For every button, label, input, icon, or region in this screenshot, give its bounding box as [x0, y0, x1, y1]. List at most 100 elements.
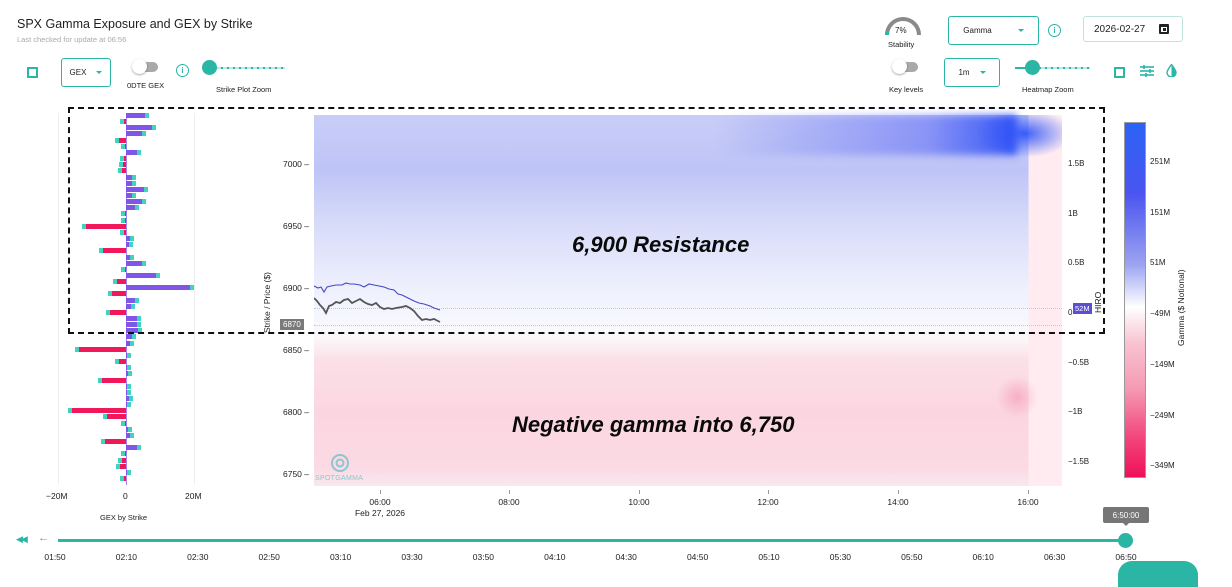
- gex-bar[interactable]: [124, 143, 126, 149]
- gex-bar[interactable]: [126, 322, 138, 328]
- gex-bar[interactable]: [126, 174, 133, 180]
- gex-bar[interactable]: [126, 254, 132, 260]
- gex-bar[interactable]: [126, 113, 147, 118]
- gex-bar-marker: [130, 340, 135, 346]
- gex-bar[interactable]: [126, 285, 191, 291]
- gex-bar[interactable]: [126, 340, 132, 346]
- gex-bar[interactable]: [122, 156, 126, 162]
- x-tick: 14:00: [868, 490, 928, 507]
- page-title: SPX Gamma Exposure and GEX by Strike: [17, 17, 253, 31]
- gex-bar[interactable]: [126, 396, 131, 402]
- gex-bar[interactable]: [105, 414, 126, 420]
- gex-bar[interactable]: [109, 309, 126, 315]
- date-picker[interactable]: 2026-02-27: [1083, 16, 1183, 42]
- gex-bar[interactable]: [122, 476, 126, 481]
- gex-bar-marker: [155, 272, 160, 278]
- gex-bar[interactable]: [126, 371, 129, 377]
- gex-bar[interactable]: [126, 426, 130, 432]
- gex-bar-marker: [127, 389, 131, 395]
- heatmap-zoom-thumb[interactable]: [1025, 60, 1040, 75]
- gex-bar-marker: [82, 223, 87, 229]
- gex-bar[interactable]: [85, 223, 126, 229]
- odte-gex-toggle[interactable]: [132, 59, 160, 74]
- gex-bar[interactable]: [126, 149, 138, 155]
- gex-bar[interactable]: [126, 199, 143, 205]
- gex-bar-marker: [75, 346, 80, 352]
- heatmap-zoom-slider[interactable]: [1015, 67, 1090, 69]
- gex-bar[interactable]: [126, 236, 132, 242]
- gex-bar[interactable]: [102, 248, 126, 254]
- gex-bar[interactable]: [124, 217, 126, 223]
- key-levels-toggle[interactable]: [892, 59, 920, 74]
- tune-icon[interactable]: [1140, 64, 1154, 82]
- calendar-icon[interactable]: [1159, 24, 1170, 34]
- odte-gex-label: 0DTE GEX: [127, 81, 165, 90]
- timeline-label: 04:30: [615, 552, 637, 562]
- gex-bar[interactable]: [123, 229, 126, 235]
- gex-bar[interactable]: [115, 279, 126, 285]
- toggle-knob: [892, 59, 907, 74]
- timeline-label: 05:10: [758, 552, 780, 562]
- gex-bar[interactable]: [103, 439, 126, 445]
- gex-bar[interactable]: [126, 205, 137, 211]
- gex-bar-marker: [136, 149, 141, 155]
- gex-bar-marker: [121, 211, 125, 217]
- strike-plot-zoom-thumb[interactable]: [202, 60, 217, 75]
- timeline-thumb[interactable]: [1118, 533, 1133, 548]
- interval-select[interactable]: 1m: [944, 58, 1000, 87]
- gex-bar[interactable]: [126, 180, 134, 186]
- gex-bar[interactable]: [120, 168, 126, 174]
- gex-bar-marker: [142, 260, 146, 266]
- gex-bar[interactable]: [121, 162, 126, 168]
- gex-bar[interactable]: [126, 260, 143, 266]
- expand-icon[interactable]: [1114, 67, 1125, 78]
- gex-bar[interactable]: [126, 445, 138, 451]
- gex-bar[interactable]: [126, 186, 145, 192]
- gex-bar[interactable]: [70, 408, 126, 414]
- floating-action-button[interactable]: [1118, 561, 1198, 587]
- gex-bar[interactable]: [124, 451, 126, 457]
- gex-bar[interactable]: [124, 420, 126, 426]
- gex-bar[interactable]: [126, 131, 143, 137]
- contrast-icon[interactable]: [1166, 63, 1177, 82]
- back-arrow-icon[interactable]: ←: [38, 532, 49, 544]
- current-price-badge: 6870: [280, 319, 304, 330]
- gex-bar[interactable]: [124, 266, 126, 272]
- gex-bar[interactable]: [126, 297, 137, 303]
- gex-bar[interactable]: [126, 432, 132, 438]
- gex-type-select[interactable]: GEX: [61, 58, 111, 87]
- expand-icon[interactable]: [27, 67, 38, 78]
- rewind-icon[interactable]: ◀◀: [16, 534, 28, 544]
- gex-bar[interactable]: [119, 463, 126, 469]
- gex-bar-marker: [119, 156, 124, 162]
- gex-bar[interactable]: [110, 291, 126, 297]
- gex-bar[interactable]: [126, 242, 131, 248]
- gex-bar[interactable]: [126, 125, 154, 131]
- hiro-tick: 1.5B: [1068, 159, 1085, 168]
- gex-bar[interactable]: [122, 119, 126, 125]
- gex-bar[interactable]: [124, 211, 126, 217]
- strike-plot-zoom-label: Strike Plot Zoom: [216, 85, 272, 94]
- gex-bar-marker: [143, 186, 148, 192]
- gex-bar[interactable]: [126, 192, 133, 198]
- gex-bar[interactable]: [117, 359, 126, 365]
- metric-select[interactable]: Gamma: [948, 16, 1039, 45]
- annotation-dashed-box: [68, 107, 1105, 334]
- gex-bar[interactable]: [101, 377, 126, 383]
- gex-bar[interactable]: [126, 316, 138, 322]
- strike-plot-zoom-slider[interactable]: [209, 67, 285, 69]
- gex-bar[interactable]: [126, 334, 133, 340]
- info-icon[interactable]: i: [1048, 24, 1061, 37]
- gex-bar[interactable]: [126, 328, 139, 334]
- gex-bar[interactable]: [117, 137, 126, 143]
- gex-bar[interactable]: [78, 346, 126, 352]
- timeline-slider[interactable]: [58, 539, 1126, 542]
- gex-bar-marker: [107, 291, 112, 297]
- gex-bar[interactable]: [120, 457, 126, 463]
- gex-bar[interactable]: [126, 272, 157, 278]
- x-tick: 20M: [185, 491, 202, 501]
- gex-bar[interactable]: [126, 303, 133, 309]
- info-icon[interactable]: i: [176, 64, 189, 77]
- gamma-heatmap[interactable]: [314, 115, 1062, 486]
- toggle-knob: [132, 59, 147, 74]
